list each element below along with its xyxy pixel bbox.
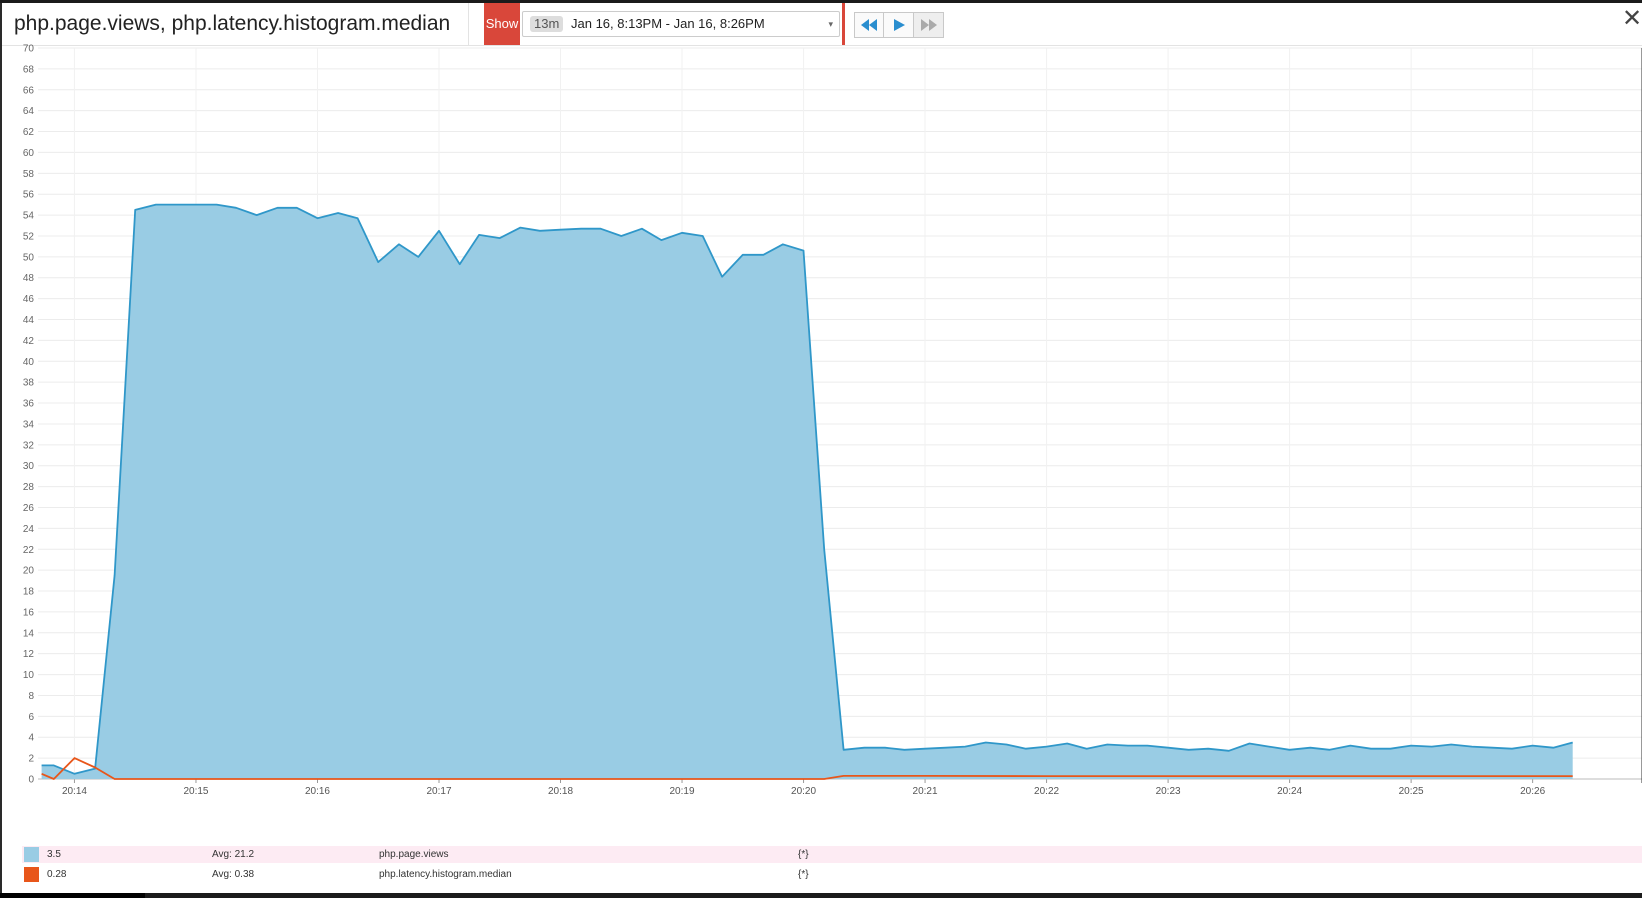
- y-tick-label: 36: [23, 399, 35, 410]
- y-tick-label: 48: [23, 273, 35, 284]
- series-line-latency-median: [41, 757, 1573, 780]
- y-tick-label: 50: [23, 252, 35, 263]
- y-tick-label: 34: [23, 419, 35, 430]
- y-tick-label: 20: [23, 566, 35, 577]
- y-tick-label: 18: [23, 587, 35, 598]
- legend-scope: {*}: [798, 849, 809, 860]
- chart-legend: 3.5 Avg: 21.2 php.page.views {*} 0.28 Av…: [22, 846, 1642, 886]
- y-tick-label: 10: [23, 670, 35, 681]
- y-tick-label: 14: [23, 628, 35, 639]
- x-tick-label: 20:23: [1156, 786, 1181, 797]
- series-line-page-views: [41, 203, 1573, 775]
- x-tick-label: 20:18: [548, 786, 573, 797]
- x-tick-label: 20:16: [305, 786, 330, 797]
- y-tick-label: 24: [23, 524, 35, 535]
- x-tick-label: 20:26: [1520, 786, 1545, 797]
- y-tick-label: 60: [23, 148, 35, 159]
- legend-current-value: 3.5: [47, 849, 61, 860]
- y-tick-label: 46: [23, 294, 35, 305]
- legend-scope: {*}: [798, 869, 809, 880]
- x-tick-label: 20:24: [1277, 786, 1302, 797]
- legend-swatch-page-views: [24, 847, 39, 862]
- y-tick-label: 4: [28, 733, 34, 744]
- chart-series: [41, 203, 1573, 780]
- y-tick-label: 16: [23, 607, 35, 618]
- y-tick-label: 44: [23, 315, 35, 326]
- y-tick-label: 32: [23, 440, 35, 451]
- y-tick-label: 30: [23, 461, 35, 472]
- x-tick-label: 20:22: [1034, 786, 1059, 797]
- fast-forward-icon: [920, 19, 937, 31]
- legend-average: Avg: 0.38: [212, 869, 255, 880]
- y-tick-label: 6: [28, 712, 34, 723]
- y-tick-label: 62: [23, 127, 35, 138]
- y-tick-label: 38: [23, 378, 35, 389]
- time-navigation: [854, 12, 944, 38]
- close-icon[interactable]: ✕: [1622, 5, 1642, 32]
- y-tick-label: 2: [28, 754, 34, 765]
- graph-header: php.page.views, php.latency.histogram.me…: [2, 3, 1642, 46]
- rewind-button[interactable]: [854, 12, 884, 38]
- time-range-text: Jan 16, 8:13PM - Jan 16, 8:26PM: [571, 16, 765, 31]
- taskbar-strip: [0, 893, 145, 898]
- legend-current-value: 0.28: [47, 869, 67, 880]
- time-range-marker: [842, 3, 845, 45]
- y-tick-label: 22: [23, 545, 35, 556]
- y-tick-label: 66: [23, 85, 35, 96]
- legend-swatch-latency-median: [24, 867, 39, 882]
- legend-row-latency-median[interactable]: 0.28 Avg: 0.38 php.latency.histogram.med…: [22, 866, 1642, 883]
- chevron-down-icon: ▾: [828, 19, 833, 29]
- series-area-page-views: [41, 204, 1573, 780]
- title-divider: [468, 3, 469, 45]
- y-tick-label: 68: [23, 64, 35, 75]
- y-tick-label: 54: [23, 211, 35, 222]
- time-range-duration-badge: 13m: [530, 16, 564, 32]
- x-tick-label: 20:17: [426, 786, 451, 797]
- x-tick-label: 20:14: [62, 786, 87, 797]
- y-tick-label: 64: [23, 106, 35, 117]
- x-tick-label: 20:19: [670, 786, 695, 797]
- y-tick-label: 56: [23, 190, 35, 201]
- graph-title: php.page.views, php.latency.histogram.me…: [14, 12, 451, 35]
- y-tick-label: 52: [23, 231, 35, 242]
- time-range-select[interactable]: 13m Jan 16, 8:13PM - Jan 16, 8:26PM ▾: [522, 11, 840, 37]
- y-tick-label: 28: [23, 482, 35, 493]
- graph-modal: php.page.views, php.latency.histogram.me…: [0, 3, 1642, 893]
- play-icon: [893, 19, 905, 31]
- legend-metric-name: php.latency.histogram.median: [379, 869, 512, 880]
- show-button[interactable]: Show: [484, 3, 520, 45]
- y-tick-label: 12: [23, 649, 35, 660]
- x-tick-label: 20:25: [1399, 786, 1424, 797]
- y-tick-label: 40: [23, 357, 35, 368]
- x-tick-label: 20:21: [913, 786, 938, 797]
- y-tick-label: 26: [23, 503, 35, 514]
- rewind-icon: [861, 19, 877, 31]
- x-tick-label: 20:20: [791, 786, 816, 797]
- legend-metric-name: php.page.views: [379, 849, 449, 860]
- y-tick-label: 42: [23, 336, 35, 347]
- x-tick-label: 20:15: [183, 786, 208, 797]
- fast-forward-button[interactable]: [914, 12, 944, 38]
- y-tick-label: 58: [23, 169, 35, 180]
- legend-average: Avg: 21.2: [212, 849, 255, 860]
- play-button[interactable]: [884, 12, 914, 38]
- y-tick-label: 70: [23, 44, 35, 55]
- y-tick-label: 0: [28, 775, 34, 786]
- timeseries-chart: 0246810121416182022242628303234363840424…: [23, 44, 1642, 797]
- y-tick-label: 8: [28, 691, 34, 702]
- legend-row-page-views[interactable]: 3.5 Avg: 21.2 php.page.views {*}: [22, 846, 1642, 863]
